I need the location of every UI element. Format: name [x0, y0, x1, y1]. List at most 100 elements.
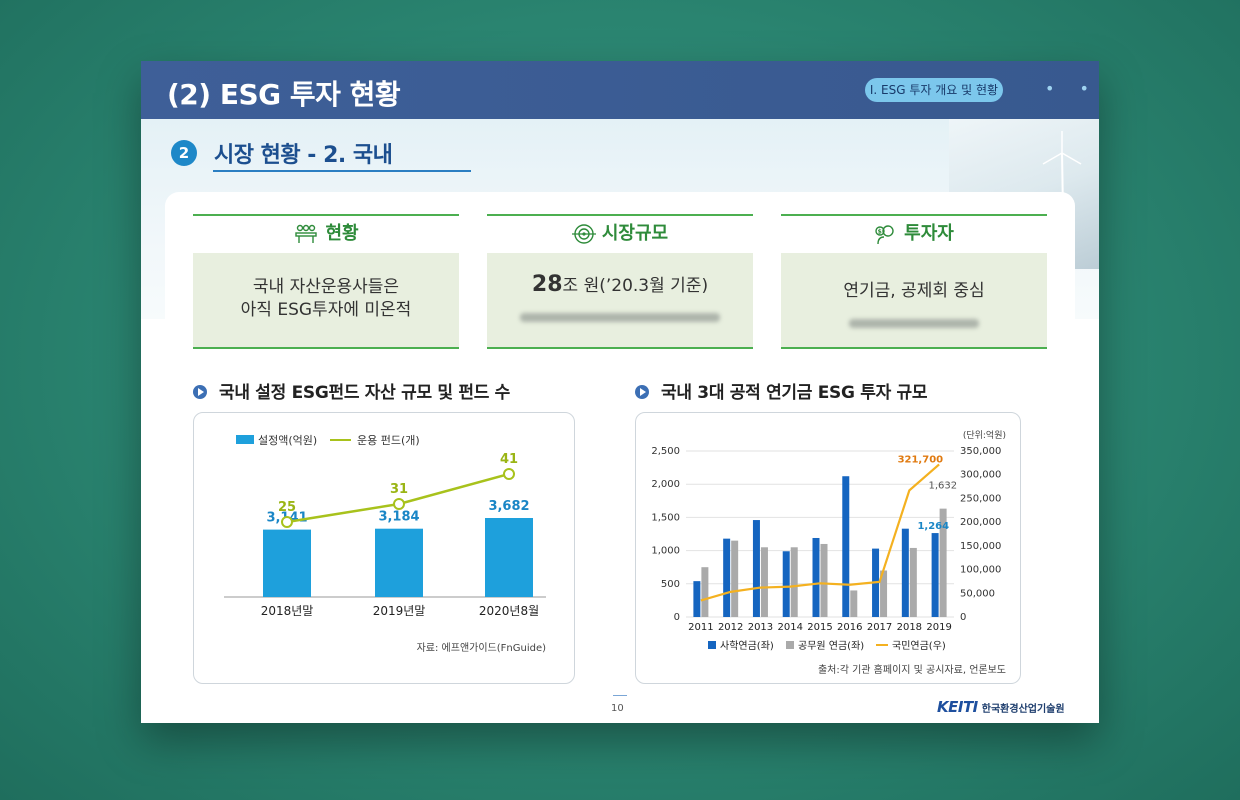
- bullet-arrow-icon: [193, 385, 207, 399]
- bar-sahak: [752, 520, 760, 617]
- y-left-tick: 2,000: [651, 479, 680, 490]
- y-right-tick: 200,000: [960, 517, 1001, 528]
- legend-label: 국민연금(우): [892, 640, 946, 652]
- header-bar: (2) ESG 투자 현황 I. ESG 투자 개요 및 현황 • •: [141, 61, 1099, 119]
- bar-sahak: [842, 476, 850, 617]
- x-tick-label: 2015: [807, 622, 832, 633]
- x-tick-label: 2013: [748, 622, 773, 633]
- chart2-title: 국내 3대 공적 연기금 ESG 투자 규모: [635, 378, 928, 403]
- bar: [263, 529, 311, 597]
- legend-swatch: [708, 641, 716, 649]
- logo-mark: KEITI: [937, 698, 978, 716]
- page-number: 10: [611, 703, 624, 714]
- bar-gongmuwon: [939, 508, 947, 617]
- card-body-investor: 연기금, 공제회 중심: [781, 253, 1047, 349]
- bar-sahak: [901, 528, 909, 617]
- bar-sahak: [782, 551, 790, 617]
- annotation-label: 1,264: [917, 521, 949, 532]
- market-size-unit: 조 원(’20.3월 기준): [562, 276, 709, 296]
- breadcrumb[interactable]: I. ESG 투자 개요 및 현황: [865, 78, 1003, 102]
- card-heading-market-size: 시장규모: [487, 214, 753, 252]
- x-tick-label: 2017: [867, 622, 892, 633]
- bar-gongmuwon: [790, 547, 798, 617]
- line-point: [503, 468, 515, 480]
- blurred-note: [849, 319, 979, 328]
- series-line-nps: [700, 463, 940, 602]
- chart-source: 출처:각 기관 홈페이지 및 공시자료, 언론보도: [818, 663, 1006, 676]
- section-title: 시장 현황 - 2. 국내: [214, 143, 393, 168]
- section-number-badge: 2: [171, 140, 197, 166]
- card-heading-label: 현황: [325, 223, 359, 244]
- chart2-svg: (단위:억원) 0 500 1,000 1,500 2,000 2,500 0 50,000 10…: [651, 429, 1006, 676]
- x-tick-label: 2019년말: [373, 604, 426, 618]
- y-right-tick: 50,000: [960, 588, 995, 599]
- y-right-tick: 350,000: [960, 446, 1001, 457]
- bullet-arrow-icon: [635, 385, 649, 399]
- org-logo: KEITI 한국환경산업기술원: [937, 697, 1065, 716]
- card-body-status: 국내 자산운용사들은 아직 ESG투자에 미온적: [193, 253, 459, 349]
- investor-icon: $: [875, 225, 894, 245]
- slide: (2) ESG 투자 현황 I. ESG 투자 개요 및 현황 • • 2 시장…: [141, 61, 1099, 723]
- x-tick-label: 2018년말: [261, 604, 314, 618]
- y-left-tick: 1,500: [651, 512, 680, 523]
- y-left-tick: 0: [674, 612, 680, 623]
- legend-label: 운용 펀드(개): [357, 434, 420, 447]
- card-heading-investor: $ 투자자: [781, 214, 1047, 252]
- y-right-tick: 100,000: [960, 565, 1001, 576]
- line-label: 25: [278, 500, 296, 515]
- x-tick-label: 2014: [777, 622, 802, 633]
- x-tick-label: 2018: [897, 622, 922, 633]
- bar-gongmuwon: [880, 570, 888, 617]
- bar-sahak: [812, 537, 820, 617]
- x-tick-label: 2019: [926, 622, 951, 633]
- x-tick-label: 2016: [837, 622, 862, 633]
- x-tick-label: 2011: [688, 622, 713, 633]
- line-label: 41: [500, 452, 518, 467]
- bar-gongmuwon: [820, 543, 828, 617]
- nav-dots[interactable]: • •: [1045, 79, 1099, 98]
- blurred-note: [520, 313, 720, 322]
- line-label: 31: [390, 482, 408, 497]
- bar-label: 3,682: [488, 499, 529, 514]
- legend-label: 사학연금(좌): [720, 640, 774, 652]
- y-right-tick: 150,000: [960, 541, 1001, 552]
- legend-swatch: [786, 641, 794, 649]
- y-left-tick: 1,000: [651, 546, 680, 557]
- legend-label: 공무원 연금(좌): [798, 640, 864, 652]
- chart-source: 자료: 에프앤가이드(FnGuide): [417, 642, 547, 654]
- line-point: [393, 498, 405, 510]
- unit-label: (단위:억원): [963, 429, 1006, 441]
- annotation-label: 1,632: [928, 481, 957, 492]
- bar-gongmuwon: [909, 547, 917, 617]
- legend-swatch-bar: [236, 435, 254, 444]
- chart1-box: 설정액(억원)운용 펀드(개)3,1412018년말3,1842019년말3,6…: [193, 412, 575, 684]
- target-icon: [571, 224, 596, 244]
- meeting-icon: [295, 224, 318, 243]
- card-heading-status: 현황: [193, 214, 459, 252]
- chart2-box: (단위:억원) 0 500 1,000 1,500 2,000 2,500 0 50,000 10…: [635, 412, 1021, 684]
- x-tick-label: 2012: [718, 622, 743, 633]
- bar: [485, 518, 533, 597]
- bar-gongmuwon: [760, 547, 768, 617]
- market-size-value: 28: [531, 272, 563, 297]
- bar-gongmuwon: [850, 590, 858, 617]
- bar-sahak: [931, 533, 939, 617]
- card-heading-label: 시장규모: [601, 223, 669, 244]
- annotation-label: 321,700: [898, 454, 944, 465]
- legend-label: 설정액(억원): [258, 434, 317, 447]
- bar-label: 3,184: [378, 510, 419, 525]
- bar-gongmuwon: [731, 540, 739, 617]
- y-left-tick: 2,500: [651, 446, 680, 457]
- bar-gongmuwon: [701, 567, 709, 617]
- section-underline: [213, 170, 471, 172]
- investor-text: 연기금, 공제회 중심: [843, 281, 985, 301]
- svg-text:$: $: [878, 229, 882, 236]
- bar: [375, 528, 423, 597]
- x-tick-label: 2020년8월: [479, 604, 539, 618]
- footer-divider: [613, 695, 627, 696]
- card-body-market-size: 28조 원(’20.3월 기준): [487, 253, 753, 349]
- chart1-title: 국내 설정 ESG펀드 자산 규모 및 펀드 수: [193, 378, 510, 403]
- y-right-tick: 0: [960, 612, 966, 623]
- card-line: 아직 ESG투자에 미온적: [240, 300, 412, 320]
- card-line: 국내 자산운용사들은: [252, 277, 400, 297]
